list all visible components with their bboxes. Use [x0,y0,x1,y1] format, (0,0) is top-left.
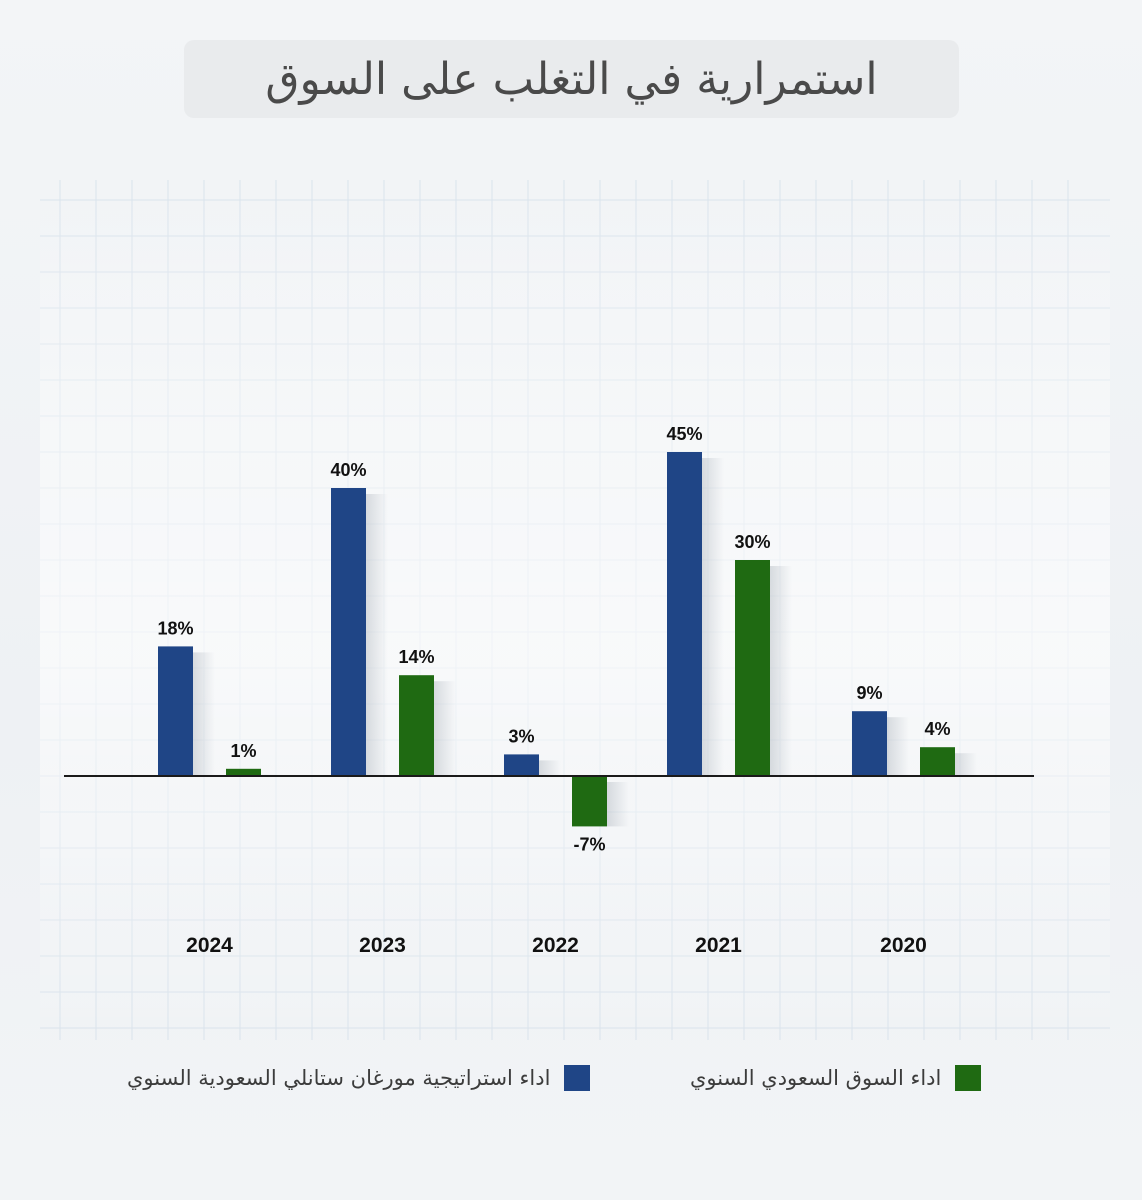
bar-strategy-2021 [667,452,702,776]
legend-strategy-swatch [564,1065,591,1091]
x-tick-labels: 2024 2023 2022 2021 2020 [186,934,927,957]
title-box: استمرارية في التغلب على السوق [184,40,959,118]
bar-strategy-2023 [331,488,366,776]
bar-shadow [955,753,977,776]
value-label-market-2021: 30% [734,532,770,552]
bar-strategy-2020 [852,711,887,776]
bar-market-2024 [226,768,261,776]
chart-title: استمرارية في التغلب على السوق [265,53,878,105]
tick-label-2024: 2024 [186,934,233,957]
value-label-strategy-2021: 45% [666,424,702,444]
tick-label-2023: 2023 [359,934,406,957]
legend-market-label: اداء السوق السعودي السنوي [690,1066,942,1090]
grid-glow [40,180,1110,1040]
bar-shadow [770,566,792,776]
bar-shadow [539,760,561,776]
legend-market-swatch [955,1065,982,1091]
bar-shadow [434,681,456,776]
value-label-market-2024: 1% [230,741,256,761]
legend-strategy: اداء استراتيجية مورغان ستانلي السعودية ا… [127,1060,591,1096]
bars [158,452,955,827]
value-label-strategy-2023: 40% [330,460,366,480]
bar-shadow [193,652,215,776]
value-label-market-2023: 14% [398,647,434,667]
legend-market: اداء السوق السعودي السنوي [690,1060,982,1096]
tick-label-2020: 2020 [880,934,927,957]
bar-strategy-2022 [504,754,539,776]
bar-market-2022 [572,776,607,827]
value-labels: 18% 1% 40% 14% 3% -7% 45% 30% 9% 4% [157,424,950,854]
bar-market-2020 [920,747,955,776]
bar-market-2021 [735,560,770,776]
bar-shadows [193,458,977,827]
bar-strategy-2024 [158,646,193,776]
bar-shadow [887,717,909,776]
value-label-strategy-2024: 18% [157,618,193,638]
bar-shadow [366,494,388,776]
bar-shadow [607,782,629,827]
value-label-strategy-2022: 3% [508,726,534,746]
bar-market-2023 [399,675,434,776]
value-label-market-2022: -7% [573,834,605,854]
legend-strategy-label: اداء استراتيجية مورغان ستانلي السعودية ا… [127,1066,551,1090]
tick-label-2021: 2021 [695,934,742,957]
bar-shadow [702,458,724,776]
value-label-strategy-2020: 9% [856,683,882,703]
value-label-market-2020: 4% [924,719,950,739]
tick-label-2022: 2022 [532,934,579,957]
